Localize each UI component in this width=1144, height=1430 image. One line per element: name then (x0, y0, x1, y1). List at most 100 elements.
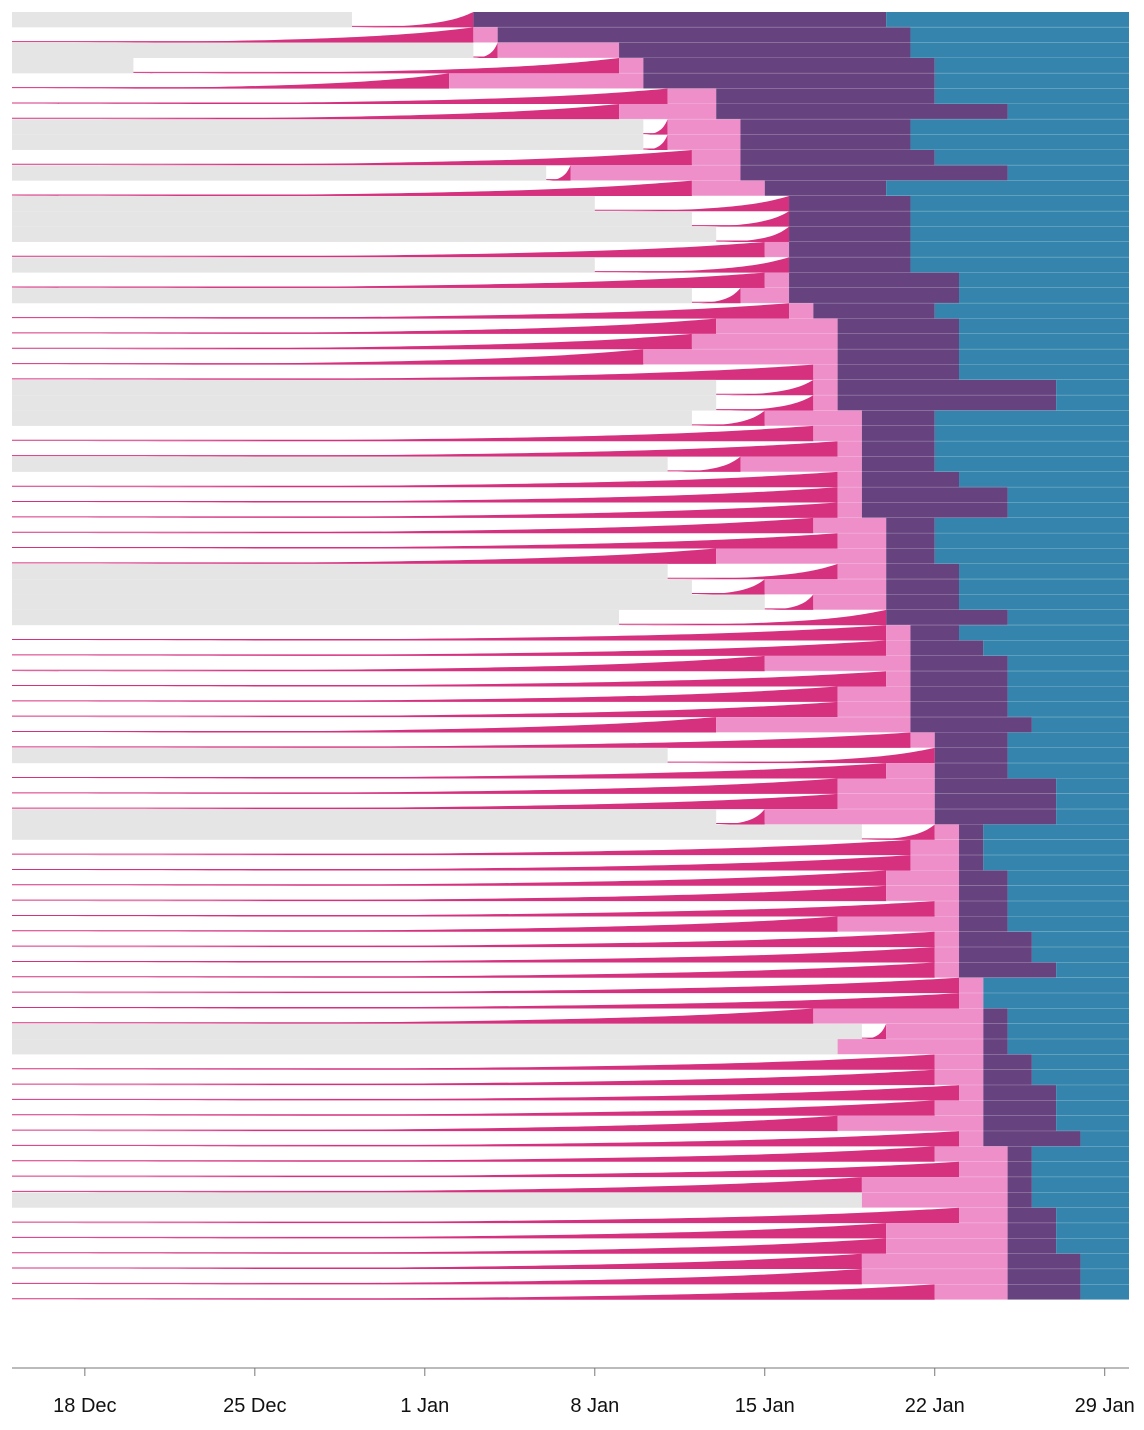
purple-segment (789, 211, 911, 227)
pink-segment (934, 947, 960, 963)
pink-segment (861, 1269, 1008, 1285)
pink-segment (789, 303, 814, 319)
timeline-row (12, 1115, 1129, 1132)
magenta-wedge (12, 27, 474, 43)
magenta-wedge (12, 333, 692, 350)
teal-segment (910, 195, 1129, 212)
grey-band (12, 609, 620, 626)
timeline-row (12, 1253, 1129, 1270)
pink-segment (934, 1054, 984, 1070)
teal-segment (1031, 1177, 1129, 1193)
magenta-wedge (12, 1100, 935, 1116)
pink-segment (813, 379, 838, 396)
timeline-row (12, 1146, 1129, 1163)
magenta-wedge (12, 655, 765, 672)
purple-segment (837, 349, 960, 365)
magenta-wedge (764, 594, 814, 610)
pink-segment (837, 1115, 984, 1132)
pink-segment (861, 1253, 1008, 1270)
teal-segment (1080, 1284, 1129, 1300)
magenta-wedge (12, 548, 717, 564)
teal-segment (1031, 931, 1129, 948)
timeline-row (12, 73, 1129, 90)
grey-band (12, 456, 668, 472)
pink-segment (837, 487, 862, 503)
x-tick-label: 22 Jan (905, 1395, 965, 1417)
grey-band (12, 287, 692, 304)
rows-layer (12, 12, 1129, 1301)
purple-segment (983, 1008, 1008, 1024)
timeline-row (12, 993, 1129, 1009)
magenta-wedge (12, 441, 838, 457)
magenta-wedge (12, 364, 814, 380)
timeline-row (12, 1284, 1129, 1301)
timeline-row (12, 1177, 1129, 1193)
magenta-wedge (12, 1284, 935, 1300)
pink-segment (886, 1223, 1008, 1239)
pink-segment (764, 655, 911, 672)
magenta-wedge (12, 1269, 862, 1285)
purple-segment (837, 364, 960, 380)
magenta-wedge (691, 579, 765, 595)
magenta-wedge (643, 119, 668, 135)
timeline-row (12, 609, 1129, 626)
pink-segment (959, 1085, 984, 1101)
timeline-row (12, 977, 1129, 994)
purple-segment (740, 134, 911, 150)
magenta-wedge (643, 134, 668, 150)
magenta-wedge (12, 180, 692, 196)
purple-segment (1007, 1146, 1032, 1162)
timeline-row (12, 962, 1129, 979)
grey-band (12, 134, 644, 150)
purple-segment (886, 609, 1008, 626)
pink-segment (934, 824, 960, 840)
pink-segment (643, 349, 838, 365)
pink-segment (959, 977, 984, 994)
teal-segment (910, 226, 1129, 242)
timeline-row (12, 134, 1129, 151)
magenta-wedge (12, 303, 790, 319)
teal-segment (959, 579, 1129, 595)
teal-segment (1031, 717, 1129, 733)
magenta-wedge (12, 349, 644, 365)
teal-segment (910, 134, 1129, 150)
timeline-row (12, 563, 1129, 580)
teal-segment (1031, 1069, 1129, 1086)
grey-band (12, 563, 668, 580)
timeline-row (12, 671, 1129, 687)
grey-band (12, 1039, 838, 1055)
purple-segment (910, 625, 960, 641)
purple-segment (1007, 1238, 1057, 1254)
pink-segment (813, 364, 838, 380)
magenta-wedge (12, 1054, 935, 1070)
purple-segment (959, 947, 1032, 963)
teal-segment (1080, 1131, 1129, 1147)
purple-segment (1007, 1269, 1081, 1285)
teal-segment (1080, 1269, 1129, 1285)
teal-segment (934, 517, 1129, 534)
purple-segment (837, 318, 960, 334)
teal-segment (959, 625, 1129, 641)
magenta-wedge (691, 287, 741, 304)
pink-segment (619, 57, 644, 74)
purple-segment (910, 640, 984, 656)
purple-segment (1007, 1161, 1032, 1178)
pink-segment (764, 272, 790, 288)
pink-segment (691, 180, 765, 196)
teal-segment (959, 349, 1129, 365)
pink-segment (619, 103, 717, 120)
magenta-wedge (667, 456, 741, 472)
teal-segment (959, 563, 1129, 580)
teal-segment (983, 993, 1129, 1009)
magenta-wedge (667, 563, 838, 580)
pink-segment (910, 855, 960, 871)
purple-segment (861, 441, 935, 457)
timeline-row (12, 226, 1129, 243)
magenta-wedge (12, 318, 717, 334)
timeline-row (12, 686, 1129, 703)
pink-segment (886, 763, 935, 779)
magenta-wedge (473, 42, 498, 58)
magenta-wedge (133, 57, 620, 74)
purple-segment (1007, 1192, 1032, 1208)
